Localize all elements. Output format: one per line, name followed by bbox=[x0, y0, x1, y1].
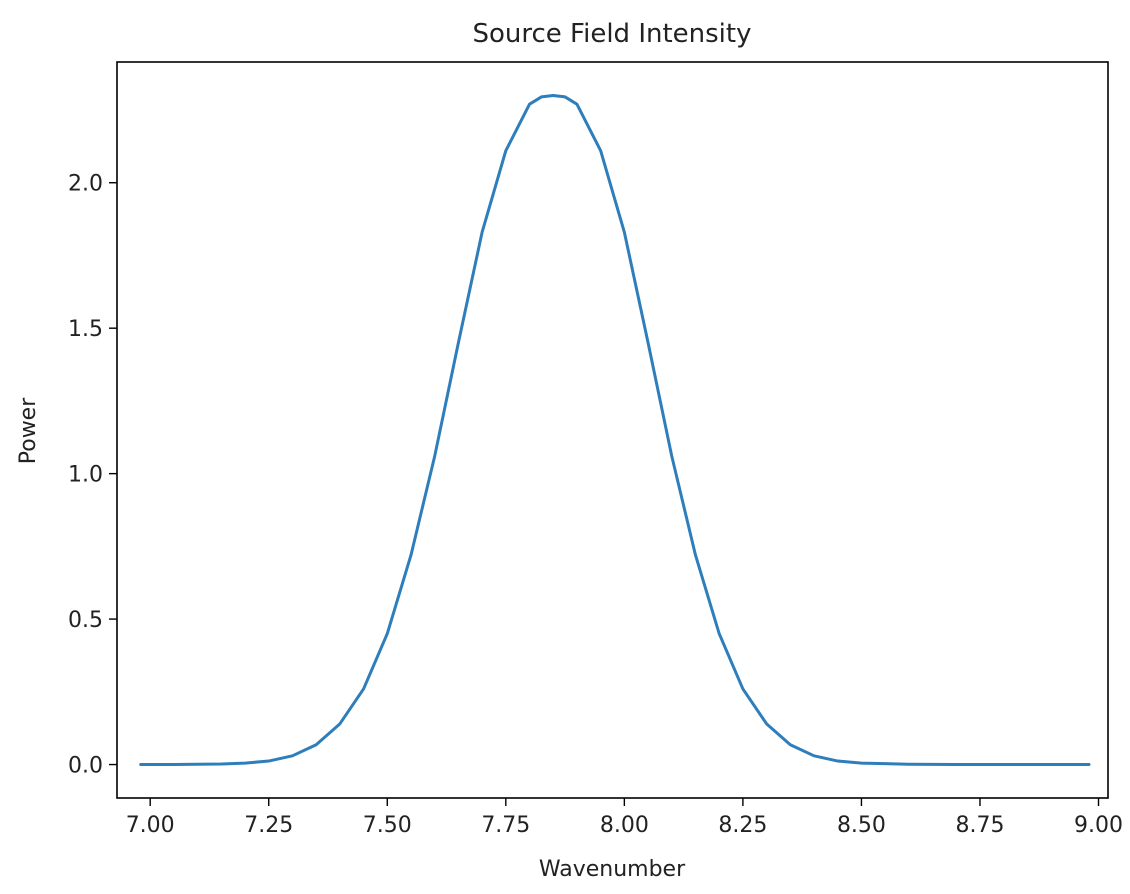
x-tick-label: 8.00 bbox=[600, 813, 649, 838]
series-line-0 bbox=[139, 93, 1091, 767]
plot-frame bbox=[116, 61, 1109, 799]
x-tick-label: 7.50 bbox=[363, 813, 412, 838]
x-tick-label: 8.50 bbox=[837, 813, 886, 838]
chart-title: Source Field Intensity bbox=[472, 19, 751, 49]
x-tick-label: 9.00 bbox=[1074, 813, 1123, 838]
y-tick-label: 1.5 bbox=[68, 317, 103, 342]
x-tick-label: 7.25 bbox=[244, 813, 293, 838]
y-tick-label: 0.0 bbox=[68, 754, 103, 779]
y-axis-ticks: 0.0 0.5 1.0 1.5 2.0 bbox=[68, 172, 117, 779]
y-axis-label: Power bbox=[16, 397, 41, 464]
x-tick-label: 7.75 bbox=[481, 813, 530, 838]
series-layer bbox=[139, 93, 1091, 767]
x-axis-ticks: 7.00 7.25 7.50 7.75 8.00 8.25 8.50 8.75 9.00 bbox=[126, 798, 1123, 838]
x-axis-label: Wavenumber bbox=[539, 857, 686, 882]
x-tick-label: 7.00 bbox=[126, 813, 175, 838]
y-tick-label: 2.0 bbox=[68, 172, 103, 197]
x-tick-label: 8.75 bbox=[955, 813, 1004, 838]
y-tick-label: 0.5 bbox=[68, 608, 103, 633]
x-tick-label: 8.25 bbox=[718, 813, 767, 838]
y-tick-label: 1.0 bbox=[68, 463, 103, 488]
